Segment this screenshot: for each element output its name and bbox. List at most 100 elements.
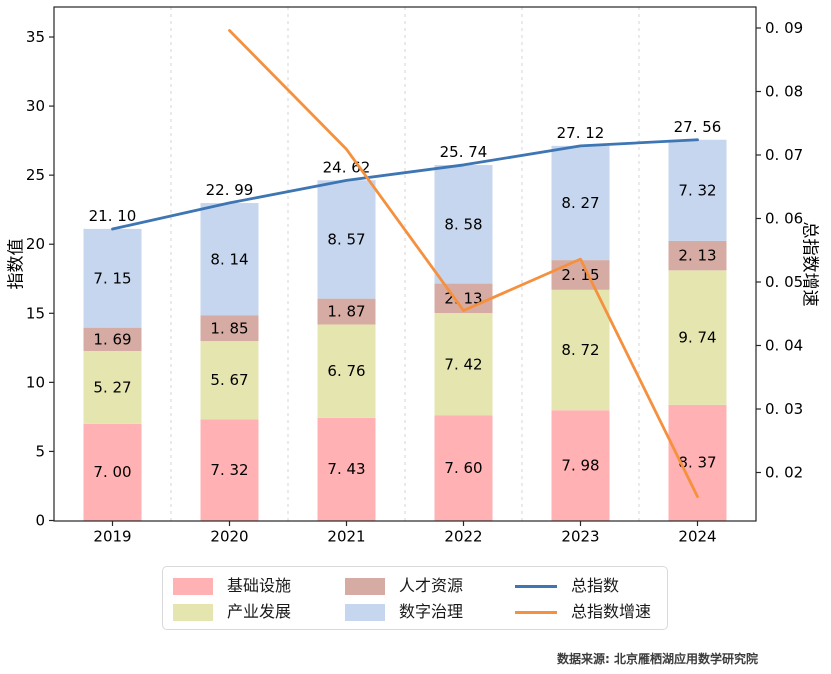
- bar-value-label: 7. 42: [444, 355, 482, 373]
- bar-value-label: 2. 13: [678, 247, 716, 265]
- bar-segment: [551, 289, 610, 411]
- bar-value-label: 2. 15: [561, 266, 599, 284]
- bar-value-label: 7. 32: [210, 461, 248, 479]
- bar-value-label: 7. 00: [93, 463, 131, 481]
- axis-spines: [53, 6, 757, 522]
- bar-value-label: 8. 14: [210, 250, 248, 268]
- y-tick-label-right: 0. 04: [765, 337, 803, 355]
- bar-segment: [200, 203, 259, 316]
- bar-value-label: 1. 87: [327, 303, 365, 321]
- legend: 基础设施产业发展 人才资源数字治理 总指数总指数增速: [162, 566, 668, 630]
- total-index-line: [111, 138, 699, 231]
- x-tick-label: 2022: [444, 528, 482, 546]
- bar-segment: [551, 145, 610, 261]
- legend-label: 总指数: [571, 576, 620, 595]
- bar-value-label: 1. 69: [93, 330, 131, 348]
- legend-label: 产业发展: [227, 602, 292, 621]
- total-value-label: 25. 74: [440, 143, 488, 161]
- bar-value-label: 8. 58: [444, 215, 482, 233]
- bar-value-label: 8. 27: [561, 194, 599, 212]
- bar-value-label: 1. 85: [210, 319, 248, 337]
- bar-segment: [668, 240, 727, 271]
- bar-segment: [434, 415, 493, 521]
- legend-item: 总指数增速: [515, 602, 651, 622]
- bar-segment: [200, 419, 259, 521]
- bar-value-label: 7. 43: [327, 460, 365, 478]
- legend-color-patch: [173, 603, 213, 621]
- y-tick-label-right: 0. 08: [765, 83, 803, 101]
- bar-value-label: 6. 76: [327, 362, 365, 380]
- bar-segment: [434, 283, 493, 314]
- source-note: 数据来源: 北京雁栖湖应用数学研究院: [557, 652, 758, 666]
- legend-line-sample: [515, 584, 557, 588]
- legend-label: 数字治理: [399, 602, 464, 621]
- y-tick-label-left: 20: [26, 235, 45, 253]
- x-tick-label: 2021: [327, 528, 365, 546]
- bar-segment: [317, 417, 376, 521]
- bar-value-label: 7. 15: [93, 269, 131, 287]
- y-tick-label-left: 35: [26, 28, 45, 46]
- bar-segment: [317, 298, 376, 325]
- bar-segment: [668, 139, 727, 241]
- legend-color-patch: [345, 603, 385, 621]
- bar-segment: [668, 270, 727, 405]
- x-tick-label: 2019: [93, 528, 131, 546]
- bar-segment: [434, 313, 493, 416]
- bar-segment: [317, 324, 376, 418]
- y-tick-label-left: 5: [35, 442, 45, 460]
- legend-item: 总指数: [515, 576, 619, 596]
- bar-value-label: 2. 13: [444, 289, 482, 307]
- total-value-label: 21. 10: [89, 207, 137, 225]
- bar-value-label: 8. 57: [327, 230, 365, 248]
- y-tick-label-right: 0. 02: [765, 464, 803, 482]
- bar-segment: [83, 228, 142, 328]
- bar-segment: [83, 351, 142, 424]
- legend-color-patch: [345, 577, 385, 595]
- bar-value-label: 7. 60: [444, 459, 482, 477]
- x-tick-label: 2020: [210, 528, 248, 546]
- y-tick-label-left: 25: [26, 166, 45, 184]
- bar-segment: [551, 410, 610, 521]
- legend-line-sample: [515, 610, 557, 614]
- y-tick-label-left: 10: [26, 373, 45, 391]
- y-tick-label-right: 0. 06: [765, 210, 803, 228]
- bar-segment: [83, 327, 142, 352]
- bar-segment: [668, 404, 727, 521]
- legend-label: 基础设施: [227, 576, 292, 595]
- legend-item: 产业发展: [173, 602, 291, 622]
- bar-value-label: 9. 74: [678, 329, 716, 347]
- bar-segment: [551, 260, 610, 290]
- bar-value-label: 7. 98: [561, 456, 599, 474]
- bar-value-label: 8. 37: [678, 454, 716, 472]
- total-value-label: 22. 99: [206, 181, 254, 199]
- bar-value-label: 8. 72: [561, 341, 599, 359]
- y-axis-label-right: 总指数增速: [799, 221, 820, 307]
- bar-segment: [200, 315, 259, 342]
- x-tick-label: 2024: [678, 528, 716, 546]
- bar-segment: [317, 180, 376, 299]
- bar-segment: [200, 341, 259, 420]
- y-tick-label-right: 0. 03: [765, 400, 803, 418]
- y-tick-label-left: 15: [26, 304, 45, 322]
- growth-rate-line: [228, 29, 699, 499]
- x-tick-label: 2023: [561, 528, 599, 546]
- y-tick-label-left: 30: [26, 97, 45, 115]
- bar-value-label: 5. 67: [210, 371, 248, 389]
- legend-item: 基础设施: [173, 576, 291, 596]
- legend-item: 人才资源: [345, 576, 463, 596]
- bar-segment: [434, 165, 493, 284]
- y-axis-label-left: 指数值: [6, 238, 27, 290]
- bar-value-label: 7. 32: [678, 181, 716, 199]
- y-tick-label-right: 0. 05: [765, 273, 803, 291]
- legend-color-patch: [173, 577, 213, 595]
- legend-item: 数字治理: [345, 602, 463, 622]
- y-tick-label-right: 0. 09: [765, 19, 803, 37]
- total-value-label: 24. 62: [323, 158, 371, 176]
- bar-segment: [83, 423, 142, 521]
- y-tick-label-left: 0: [35, 512, 45, 530]
- total-value-label: 27. 12: [557, 124, 605, 142]
- legend-label: 总指数增速: [571, 602, 652, 621]
- y-tick-label-right: 0. 07: [765, 146, 803, 164]
